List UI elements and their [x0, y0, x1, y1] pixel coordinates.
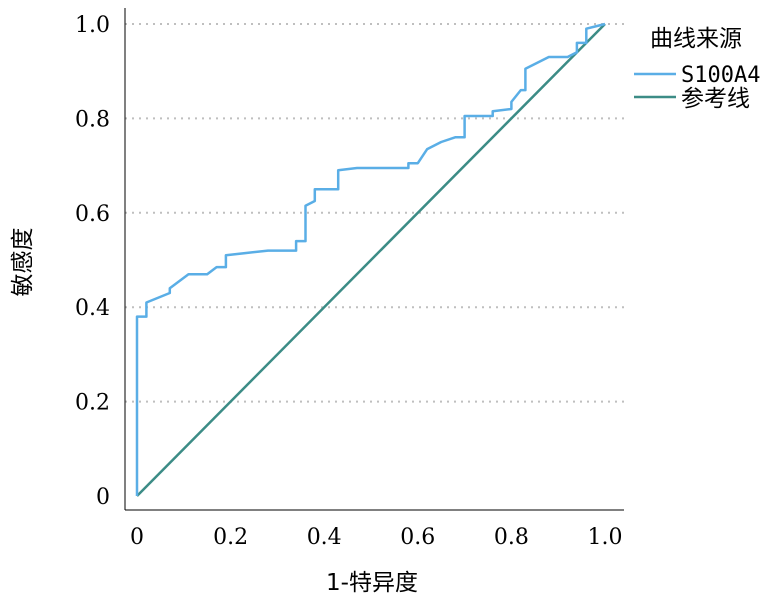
y-tick-label-0.8: 0.8: [75, 107, 110, 132]
y-axis-title: 敏感度: [10, 228, 36, 297]
y-tick-label-1.0: 1.0: [75, 13, 110, 38]
y-tick-label-0.4: 0.4: [75, 296, 110, 321]
x-tick-label-0: 0: [130, 525, 144, 550]
legend: 曲线来源 S100A4 参考线: [634, 26, 760, 112]
x-axis-title: 1-特异度: [326, 570, 418, 596]
series-lines: [135, 22, 606, 497]
x-tick-label-0.6: 0.6: [400, 525, 435, 550]
x-tick-label-0.2: 0.2: [213, 525, 248, 550]
legend-label-reference: 参考线: [681, 86, 750, 112]
legend-label-s100a4: S100A4: [681, 63, 760, 88]
y-tick-label-0.2: 0.2: [75, 391, 110, 416]
legend-title: 曲线来源: [650, 26, 742, 52]
y-tick-label-0.6: 0.6: [75, 202, 110, 227]
x-tick-labels: 0 0.2 0.4 0.6 0.8 1.0: [130, 525, 623, 550]
series-line-reference: [136, 23, 606, 497]
x-tick-label-1.0: 1.0: [588, 525, 623, 550]
y-tick-labels: 0 0.2 0.4 0.6 0.8 1.0: [75, 13, 110, 510]
series-line-s100a4: [135, 22, 606, 496]
axes: [124, 8, 624, 511]
x-tick-label-0.4: 0.4: [307, 525, 342, 550]
x-tick-label-0.8: 0.8: [494, 525, 529, 550]
y-tick-label-0: 0: [96, 485, 110, 510]
